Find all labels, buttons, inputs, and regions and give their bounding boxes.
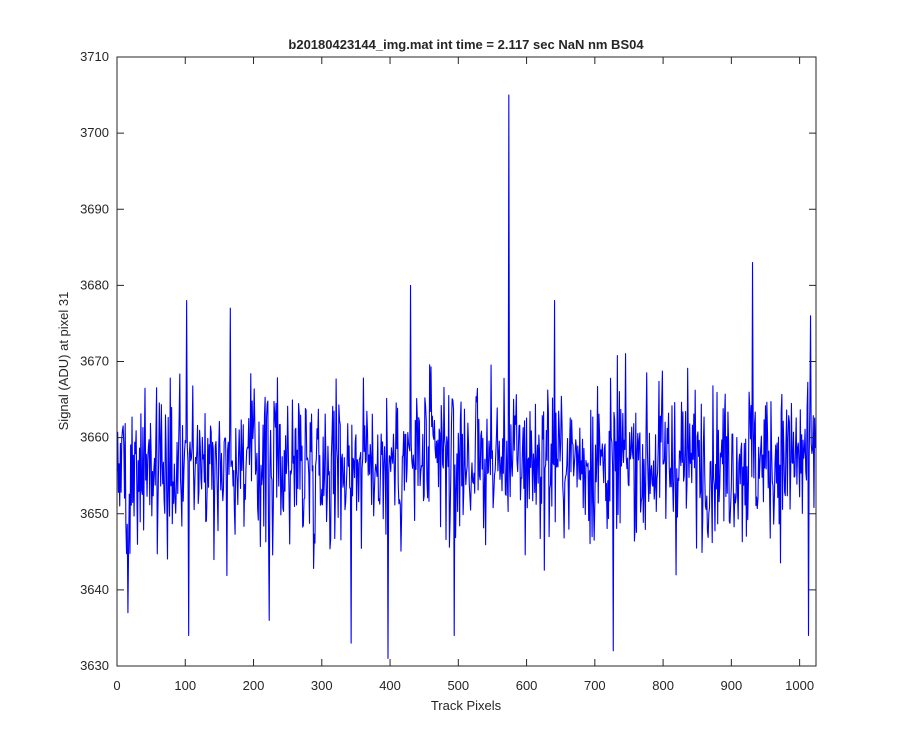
x-tick-label: 500 bbox=[447, 678, 469, 693]
x-tick-label: 1000 bbox=[785, 678, 814, 693]
plot-background bbox=[117, 57, 816, 666]
x-axis: 0 100 200 300 400 500 600 700 800 900 1000 bbox=[113, 57, 814, 693]
y-tick-label: 3670 bbox=[80, 354, 109, 369]
y-tick-label: 3650 bbox=[80, 506, 109, 521]
x-tick-label: 900 bbox=[721, 678, 743, 693]
y-tick-label: 3680 bbox=[80, 277, 109, 292]
x-tick-label: 0 bbox=[113, 678, 120, 693]
y-tick-label: 3710 bbox=[80, 49, 109, 64]
y-axis: 3630 3640 3650 3660 3670 3680 3690 3700 3710 bbox=[80, 49, 816, 673]
x-tick-label: 200 bbox=[243, 678, 265, 693]
x-tick-label: 100 bbox=[174, 678, 196, 693]
x-tick-label: 600 bbox=[516, 678, 538, 693]
series-line-1 bbox=[116, 94, 816, 659]
y-tick-label: 3660 bbox=[80, 430, 109, 445]
y-tick-label: 3700 bbox=[80, 125, 109, 140]
x-axis-label: Track Pixels bbox=[431, 698, 502, 713]
data-layer bbox=[116, 94, 816, 659]
y-tick-label: 3690 bbox=[80, 201, 109, 216]
y-tick-label: 3630 bbox=[80, 658, 109, 673]
x-tick-label: 300 bbox=[311, 678, 333, 693]
y-axis-label: Signal (ADU) at pixel 31 bbox=[56, 292, 71, 431]
y-tick-label: 3640 bbox=[80, 582, 109, 597]
x-tick-label: 800 bbox=[652, 678, 674, 693]
chart-title: b20180423144_img.mat int time = 2.117 se… bbox=[288, 37, 644, 52]
x-tick-label: 400 bbox=[379, 678, 401, 693]
x-tick-label: 700 bbox=[584, 678, 606, 693]
